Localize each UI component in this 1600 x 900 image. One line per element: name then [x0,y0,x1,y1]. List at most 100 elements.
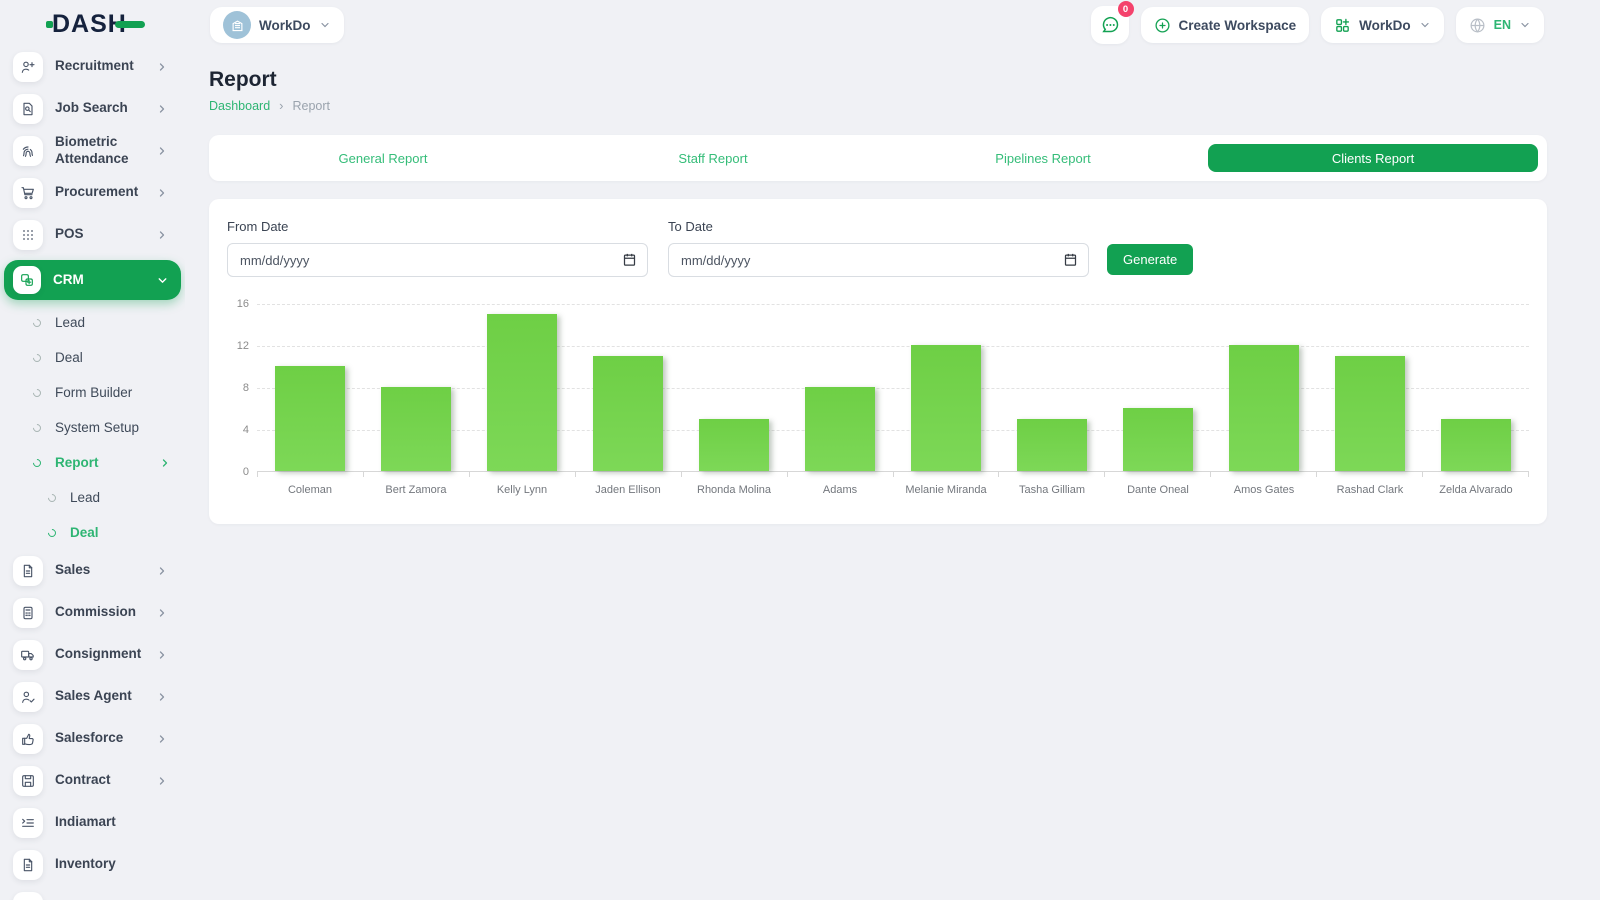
sidebar-item-lead[interactable]: Lead [13,309,172,336]
y-tick-label: 0 [242,466,249,478]
top-header: WorkDo 0 Create Workspace WorkDo EN [185,0,1600,50]
x-tick [576,472,682,477]
breadcrumb-separator: › [279,98,284,113]
sidebar-item-indiamart[interactable]: Indiamart [13,806,172,839]
bullet-icon [31,351,43,364]
x-category-label: Jaden Ellison [595,484,661,496]
plus-circle-icon [1155,17,1170,33]
chart-y-axis: 0 4 8 12 16 [227,298,257,478]
sidebar-item-biometric-attendance[interactable]: Biometric Attendance [13,134,172,167]
chart-x-ticks [257,472,1530,477]
sidebar-item-sales-agent[interactable]: Sales Agent [13,680,172,713]
sidebar-item-label: Commission [55,604,137,620]
x-category-label: Amos Gates [1233,484,1295,496]
bullet-icon [31,316,43,329]
sidebar-item-report[interactable]: Report [13,449,172,476]
document-search-icon [13,93,43,124]
bar-amos-gates [1229,345,1299,471]
bar-adams [805,387,875,471]
workdo-menu-button[interactable]: WorkDo [1321,7,1444,43]
sidebar-subitem-label: Report [55,455,99,470]
chevron-right-icon [155,145,169,157]
to-date-input[interactable] [668,243,1089,277]
bullet-icon [31,386,43,399]
chart-x-labels: Coleman Bert Zamora Kelly Lynn Jaden Elliso… [257,484,1529,496]
tab-general-report[interactable]: General Report [338,150,428,166]
x-tick [788,472,894,477]
calendar-icon[interactable] [1063,252,1078,267]
sidebar-item-item[interactable] [13,890,172,900]
sidebar-item-label: Inventory [55,856,116,872]
x-tick [682,472,788,477]
grid-dots-icon [13,219,43,250]
x-category-label: Tasha Gilliam [1018,484,1086,496]
x-tick [1423,472,1530,477]
x-tick [1105,472,1212,477]
x-category-label: Kelly Lynn [496,484,548,496]
list-icon [13,807,43,838]
create-workspace-button[interactable]: Create Workspace [1140,7,1310,43]
y-tick-label: 16 [236,298,249,310]
sidebar-item-recruitment[interactable]: Recruitment [13,50,172,83]
person-plus-icon [13,51,43,82]
sidebar-item-label: Sales Agent [55,688,132,704]
workspace-switcher-button[interactable]: WorkDo [210,7,344,43]
tab-staff-report[interactable]: Staff Report [678,150,748,166]
tab-clients-report[interactable]: Clients Report [1208,144,1538,172]
chart-plot-area [257,304,1529,472]
sidebar-item-pos[interactable]: POS [13,218,172,251]
messages-button[interactable]: 0 [1090,1,1134,44]
chevron-right-icon [155,565,169,577]
thumbs-up-icon [13,723,43,754]
x-category-label: Rashad Clark [1336,484,1404,496]
gridline [257,430,1529,431]
sidebar-item-consignment[interactable]: Consignment [13,638,172,671]
chat-bubble-icon [1101,16,1118,33]
language-label: EN [1493,18,1511,32]
sidebar-item-deal[interactable]: Deal [13,519,172,546]
sidebar-item-job-search[interactable]: Job Search [13,92,172,125]
bar-dante-oneal [1123,408,1193,471]
sidebar-item-inventory[interactable]: Inventory [13,848,172,881]
bar-rhonda-molina [699,418,769,471]
bar-tasha-gilliam [1017,418,1087,471]
sidebar-item-crm[interactable]: CRM [4,260,181,300]
bar-zelda-alvarado [1441,418,1511,471]
bullet-icon [31,421,43,434]
x-tick [1211,472,1318,477]
sidebar-item-commission[interactable]: Commission [13,596,172,629]
language-menu-button[interactable]: EN [1455,7,1544,43]
sidebar-item-system-setup[interactable]: System Setup [13,414,172,441]
chevron-right-icon [158,457,172,469]
sidebar-item-salesforce[interactable]: Salesforce [13,722,172,755]
calculator-icon [13,597,43,628]
chevron-right-icon [155,103,169,115]
gridline [257,346,1529,347]
bullet-icon [46,491,58,504]
gridline [257,304,1529,305]
file-icon [13,849,43,880]
from-date-input[interactable] [227,243,648,277]
from-date-label: From Date [227,219,289,234]
calendar-icon[interactable] [622,252,637,267]
breadcrumb-dashboard-link[interactable]: Dashboard [209,98,271,113]
sidebar-item-deal[interactable]: Deal [13,344,172,371]
chevron-down-icon [1521,22,1529,28]
chevron-right-icon [155,607,169,619]
x-tick [470,472,576,477]
x-tick [258,472,364,477]
app-logo[interactable]: DASH [0,0,185,48]
sidebar-item-procurement[interactable]: Procurement [13,176,172,209]
sidebar-item-label: Procurement [55,184,139,200]
x-category-label: Bert Zamora [385,484,447,496]
chevron-down-icon [320,22,329,28]
chevron-right-icon [155,733,169,745]
sidebar-item-lead[interactable]: Lead [13,484,172,511]
sidebar-item-sales[interactable]: Sales [13,554,172,587]
sidebar-item-contract[interactable]: Contract [13,764,172,797]
tab-pipelines-report[interactable]: Pipelines Report [995,150,1091,166]
x-category-label: Melanie Miranda [905,484,987,496]
generate-button[interactable]: Generate [1107,244,1194,275]
sidebar-item-form-builder[interactable]: Form Builder [13,379,172,406]
chevron-right-icon [155,691,169,703]
